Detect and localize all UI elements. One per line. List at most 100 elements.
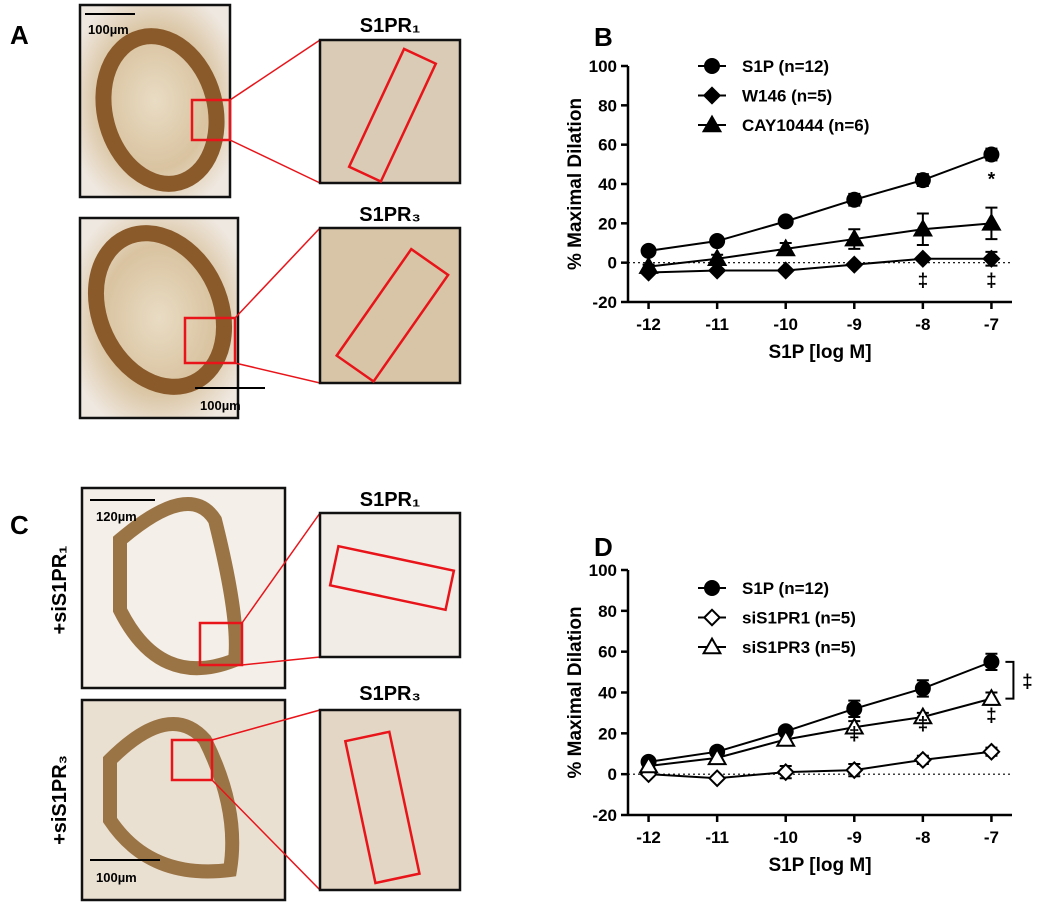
legend-label: S1P (n=12) [742, 579, 829, 598]
marker [844, 716, 865, 735]
marker [775, 238, 796, 257]
annotation: ‡ [849, 724, 860, 745]
marker [709, 233, 726, 250]
y-tick-label: 100 [589, 561, 617, 580]
zoom-label: S1PR₁ [360, 489, 421, 511]
series-line [648, 257, 992, 274]
y-tick-label: 60 [598, 136, 617, 155]
zoom-label: S1PR₃ [359, 204, 421, 226]
marker [708, 261, 727, 280]
y-axis-label: % Maximal Dilation [565, 606, 586, 778]
marker [845, 255, 864, 274]
y-tick-label: 80 [598, 96, 617, 115]
marker [640, 242, 657, 259]
zoom-label: S1PR₃ [359, 683, 421, 705]
y-tick-label: 60 [598, 643, 617, 662]
x-tick-label: -10 [773, 315, 798, 334]
scale-bar-label: 100µm [96, 870, 137, 885]
marker [776, 261, 795, 280]
marker [701, 636, 723, 655]
scale-bar-label: 120µm [96, 509, 137, 524]
marker [775, 729, 796, 747]
y-tick-label: 100 [589, 57, 617, 76]
x-axis-label: S1P [log M] [768, 342, 871, 363]
legend-label: W146 (n=5) [742, 87, 832, 106]
x-tick-label: -8 [915, 828, 930, 847]
y-tick-label: -20 [592, 293, 617, 312]
micrograph: 120µm S1PR₁ +siS1PR₁ [49, 486, 462, 690]
annotation: ‡ [1022, 671, 1033, 692]
legend-label: CAY10444 (n=6) [742, 116, 869, 135]
panel-label: D [594, 532, 613, 562]
marker [982, 249, 1001, 268]
marker [708, 769, 727, 788]
marker [704, 580, 720, 596]
scale-bar-label: 100µm [200, 398, 241, 413]
y-tick-label: 80 [598, 602, 617, 621]
y-tick-label: 40 [598, 175, 617, 194]
marker [707, 747, 728, 766]
x-tick-label: -8 [915, 315, 930, 334]
x-tick-label: -9 [847, 315, 862, 334]
marker [776, 763, 795, 782]
marker [912, 218, 933, 237]
marker [846, 700, 863, 717]
x-tick-label: -9 [847, 828, 862, 847]
annotation: * [988, 169, 996, 190]
x-tick-label: -7 [984, 315, 999, 334]
series-line [648, 660, 992, 763]
annotation: ‡ [986, 271, 997, 292]
x-tick-label: -11 [705, 828, 729, 847]
series-line [648, 750, 992, 780]
y-tick-label: 0 [608, 765, 617, 784]
legend-label: siS1PR1 (n=5) [742, 609, 856, 628]
marker [982, 742, 1001, 761]
micrograph: 100µm S1PR₃ +siS1PR₃ [49, 683, 462, 902]
marker [983, 146, 1000, 163]
y-tick-label: 0 [608, 254, 617, 273]
marker [914, 680, 931, 697]
y-axis-label: % Maximal Dilation [565, 98, 586, 270]
marker [914, 172, 931, 189]
series-line [648, 697, 992, 767]
micrograph: 100µm S1PR₃ [78, 204, 462, 420]
marker [638, 256, 659, 274]
marker [707, 248, 728, 267]
zoom-label: S1PR₁ [360, 15, 421, 37]
series-line [648, 153, 992, 252]
marker [981, 688, 1002, 706]
series-line [648, 222, 992, 268]
y-tick-label: -20 [592, 806, 617, 825]
x-tick-label: -7 [984, 828, 999, 847]
marker [983, 653, 1000, 670]
legend-label: siS1PR3 (n=5) [742, 638, 856, 657]
marker [981, 212, 1002, 231]
marker [845, 760, 864, 780]
marker [913, 750, 932, 769]
marker [638, 755, 659, 774]
panel-label: C [10, 510, 29, 540]
marker [846, 191, 863, 208]
x-tick-label: -11 [705, 315, 729, 334]
marker [701, 114, 723, 133]
x-tick-label: -12 [636, 315, 661, 334]
marker [913, 249, 932, 268]
x-tick-label: -12 [636, 828, 661, 847]
marker [702, 86, 722, 105]
annotation: ‡ [918, 714, 929, 735]
bracket [1005, 660, 1015, 700]
marker [702, 608, 722, 627]
y-tick-label: 40 [598, 684, 617, 703]
y-tick-label: 20 [598, 724, 617, 743]
marker [844, 228, 865, 247]
x-tick-label: -10 [773, 828, 798, 847]
y-tick-label: 20 [598, 214, 617, 233]
marker [704, 58, 720, 74]
micrograph: 100µm S1PR₁ [78, 3, 462, 199]
legend-label: S1P (n=12) [742, 57, 829, 76]
annotation: ‡ [918, 271, 929, 292]
panel-label: A [10, 20, 29, 50]
annotation: ‡ [986, 706, 997, 727]
scale-bar-label: 100µm [88, 22, 129, 37]
